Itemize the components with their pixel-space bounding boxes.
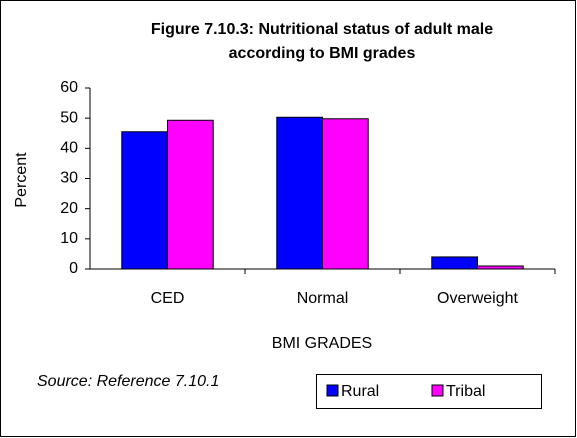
bar — [431, 256, 478, 270]
legend-label: Rural — [341, 383, 379, 400]
y-tick-label: 0 — [69, 260, 78, 277]
source-note: Source: Reference 7.10.1 — [37, 373, 219, 390]
legend-swatch — [431, 384, 444, 397]
bar — [276, 116, 323, 270]
y-tick-label: 30 — [60, 170, 78, 187]
chart-title: according to BMI grades — [229, 45, 416, 62]
bar — [477, 265, 524, 270]
y-axis-label: Percent — [13, 152, 30, 208]
legend-box — [316, 374, 542, 409]
legend-swatch — [326, 384, 339, 397]
y-tick-label: 20 — [60, 200, 78, 217]
x-tick-label: CED — [151, 290, 185, 307]
bar — [322, 118, 369, 270]
y-tick-label: 40 — [60, 140, 78, 157]
y-tick-label: 60 — [60, 79, 78, 96]
x-tick-label: Normal — [297, 290, 349, 307]
bar — [121, 131, 168, 270]
chart-title: Figure 7.10.3: Nutritional status of adu… — [151, 21, 493, 38]
y-tick-label: 50 — [60, 109, 78, 126]
x-tick-label: Overweight — [437, 290, 518, 307]
legend-label: Tribal — [446, 383, 485, 400]
x-axis-label: BMI GRADES — [272, 335, 372, 352]
bar — [167, 119, 214, 270]
y-tick-label: 10 — [60, 230, 78, 247]
